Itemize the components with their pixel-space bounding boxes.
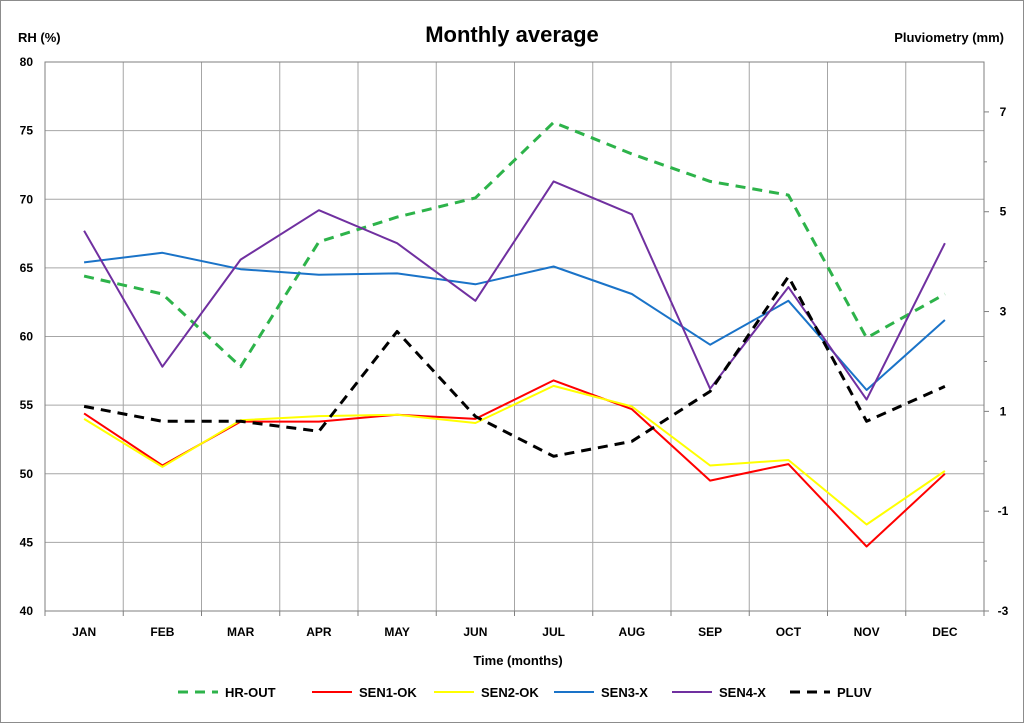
chart-title: Monthly average xyxy=(425,22,599,47)
y-tick-label: 50 xyxy=(20,467,34,481)
y2-tick-label: 7 xyxy=(1000,105,1007,119)
x-tick-label: MAY xyxy=(384,625,410,639)
legend-label: HR-OUT xyxy=(225,685,276,700)
x-tick-label: AUG xyxy=(619,625,646,639)
series-line-hr-out xyxy=(83,120,946,369)
y2-axis-label: Pluviometry (mm) xyxy=(894,30,1004,45)
y-tick-label: 45 xyxy=(20,535,34,549)
legend-label: SEN4-X xyxy=(719,685,766,700)
x-tick-label: OCT xyxy=(776,625,802,639)
y2-tick-label: 3 xyxy=(1000,305,1007,319)
x-tick-label: NOV xyxy=(854,625,880,639)
legend-label: SEN2-OK xyxy=(481,685,539,700)
series-line-sen4-x xyxy=(83,180,946,401)
x-tick-label: JUN xyxy=(463,625,487,639)
y-axis-label: RH (%) xyxy=(18,30,61,45)
x-tick-label: DEC xyxy=(932,625,958,639)
legend-label: SEN1-OK xyxy=(359,685,417,700)
series-layer xyxy=(83,120,946,548)
x-tick-label: SEP xyxy=(698,625,722,639)
grid xyxy=(44,61,985,612)
series-line-pluv xyxy=(83,275,946,458)
y2-tick-label: -3 xyxy=(998,604,1009,618)
x-tick-label: FEB xyxy=(150,625,174,639)
x-tick-label: JAN xyxy=(72,625,96,639)
x-axis-label: Time (months) xyxy=(473,653,562,668)
y-tick-label: 70 xyxy=(20,192,34,206)
legend-label: PLUV xyxy=(837,685,872,700)
y2-tick-label: 1 xyxy=(1000,404,1007,418)
series-line-sen2-ok xyxy=(83,384,946,526)
y-tick-label: 80 xyxy=(20,55,34,69)
y2-tick-label: 5 xyxy=(1000,205,1007,219)
y2-tick-label: -1 xyxy=(998,504,1009,518)
x-tick-label: MAR xyxy=(227,625,255,639)
legend: HR-OUT SEN1-OK SEN2-OK SEN3-X SEN4-X PLUV xyxy=(178,685,872,700)
x-tick-label: APR xyxy=(306,625,332,639)
series-line-sen3-x xyxy=(83,251,946,391)
y-tick-label: 75 xyxy=(20,124,34,138)
y-tick-label: 55 xyxy=(20,398,34,412)
y-tick-label: 60 xyxy=(20,330,34,344)
x-tick-label: JUL xyxy=(542,625,565,639)
legend-label: SEN3-X xyxy=(601,685,648,700)
y-tick-label: 40 xyxy=(20,604,34,618)
y-tick-label: 65 xyxy=(20,261,34,275)
